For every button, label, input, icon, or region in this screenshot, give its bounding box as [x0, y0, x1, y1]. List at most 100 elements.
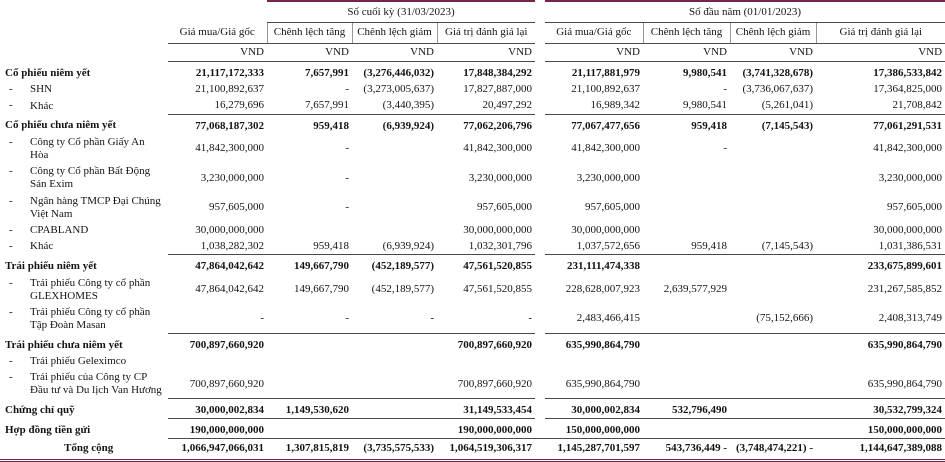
row-label: Tổng cộng	[0, 438, 168, 462]
value-cell	[730, 333, 816, 353]
value-cell	[730, 134, 816, 163]
value-cell: 77,061,291,531	[873, 119, 943, 132]
value-cell: (3,735,575,533)	[352, 438, 437, 462]
unit-row: VND VND VND VND VND VND VND VND	[0, 43, 945, 63]
table-row: Cổ phiếu niêm yết 21,117,172,333 7,657,991…	[0, 62, 945, 82]
value-cell	[730, 369, 817, 400]
value-cell: 532,796,490	[643, 398, 731, 420]
pre-group-blank	[168, 1, 267, 23]
col-header-decrease-opening: Chênh lệch giảm	[729, 22, 817, 45]
col-header-revalued-opening: Giá trị đánh giá lại	[815, 22, 945, 45]
value-cell: 150,000,000,000	[545, 418, 644, 440]
col-header-cost-opening: Giá mua/Giá gốc	[545, 22, 644, 45]
row-label-text: Trái phiếu chưa niêm yết	[5, 338, 123, 351]
table-row: - Trái phiếu Geleximco	[0, 353, 945, 369]
value-cell: -	[345, 83, 349, 96]
row-label: - Trái phiếu Geleximco	[0, 353, 168, 369]
value-cell: 7,657,991	[305, 67, 349, 80]
table-row: Cổ phiếu chưa niêm yết 77,068,187,302 959,…	[0, 114, 945, 134]
row-label: Chứng chỉ quỹ	[0, 399, 168, 419]
value-cell: 635,990,864,790	[565, 338, 641, 351]
value-cell: 959,418	[691, 119, 728, 132]
row-label: Trái phiếu niêm yết	[0, 255, 168, 275]
sub-item-dash: -	[9, 305, 13, 318]
value-cell: 190,000,000,000	[168, 418, 267, 440]
group-gap	[535, 353, 545, 369]
value-cell: 1,149,530,620	[267, 398, 352, 420]
value-cell: 9,980,541	[643, 97, 731, 115]
row-label: - Công ty Cổ phần Giấy An Hòa	[0, 134, 168, 163]
value-cell: 9,980,541	[683, 67, 728, 80]
value-cell	[168, 353, 267, 369]
table-row: - Khác 1,038,282,302 959,418 (6,939,924) 1,03…	[0, 238, 945, 256]
value-cell	[267, 222, 352, 238]
col-header-increase-opening: Chênh lệch tăng	[642, 22, 731, 45]
value-cell: (75,152,666)	[730, 303, 817, 334]
value-cell: 30,000,002,834	[545, 398, 644, 420]
sub-item-dash: -	[9, 194, 13, 207]
sub-item-dash: -	[9, 223, 13, 236]
value-cell: 47,561,520,855	[463, 260, 533, 273]
value-cell: 41,842,300,000	[195, 142, 264, 155]
value-cell: (7,145,543)	[761, 119, 814, 132]
group-gap	[535, 399, 545, 419]
col-header-cost-closing: Giá mua/Giá gốc	[168, 22, 267, 45]
row-label-text: Trái phiếu của Công ty CP Đầu tư và Du l…	[30, 371, 162, 397]
value-cell	[730, 222, 816, 238]
unit-label: VND	[267, 43, 352, 63]
value-cell	[267, 353, 352, 369]
value-cell: 2,639,577,929	[663, 283, 728, 296]
value-cell: (3,273,005,637)	[363, 83, 434, 96]
group-gap	[535, 333, 545, 353]
sub-item-dash: -	[9, 83, 13, 96]
group-gap	[535, 114, 545, 134]
value-cell: 17,848,384,292	[463, 67, 533, 80]
value-cell	[643, 369, 731, 400]
value-cell	[643, 303, 731, 334]
value-cell: 228,628,007,923	[565, 283, 641, 296]
value-cell	[352, 134, 437, 163]
value-cell: 21,100,892,637	[195, 83, 264, 96]
value-cell: (5,261,041)	[730, 97, 817, 115]
row-label-text: Cổ phiếu niêm yết	[5, 66, 91, 79]
value-cell: 47,864,042,642	[195, 283, 264, 296]
value-cell: 3,230,000,000	[468, 171, 533, 184]
value-cell: 150,000,000,000	[816, 418, 945, 440]
value-cell: 7,657,991	[267, 97, 352, 115]
value-cell: 2,408,313,749	[816, 303, 945, 334]
value-cell: 41,842,300,000	[463, 142, 533, 155]
value-cell: 1,145,287,701,597	[545, 438, 644, 462]
group-gap-header	[535, 1, 545, 23]
value-cell: 21,117,172,333	[195, 67, 264, 80]
table-row: - Trái phiếu Công ty cổ phần Tập Đoàn Mas…	[0, 303, 945, 334]
column-header-row: Giá mua/Giá gốc Chênh lệch tăng Chênh lệ…	[0, 22, 945, 45]
value-cell: -	[267, 303, 352, 334]
table-body: Cổ phiếu niêm yết 21,117,172,333 7,657,991…	[0, 62, 945, 462]
value-cell: 30,000,000,000	[571, 223, 641, 236]
value-cell: 47,864,042,642	[195, 260, 264, 273]
group-gap	[535, 275, 545, 304]
sub-item-dash: -	[9, 371, 13, 384]
value-cell: 21,117,881,979	[571, 67, 641, 80]
group-gap	[535, 419, 545, 439]
value-cell: 77,067,477,656	[571, 119, 641, 132]
table-row: - SHN 21,100,892,637 - (3,273,005,637) 17,827…	[0, 81, 945, 97]
value-cell: 30,000,002,834	[168, 398, 267, 420]
row-label-text: Ngân hàng TMCP Đại Chúng Việt Nam	[30, 194, 161, 220]
sub-item-dash: -	[9, 99, 13, 112]
value-cell	[352, 333, 437, 353]
value-cell: 543,736,449 -	[643, 438, 731, 462]
value-cell: 30,532,799,324	[816, 398, 945, 420]
value-cell	[352, 222, 437, 238]
value-cell: 233,675,899,601	[867, 260, 943, 273]
value-cell: 1,032,301,796	[437, 238, 536, 256]
value-cell: (3,276,446,032)	[363, 67, 434, 80]
value-cell: 149,667,790	[294, 260, 349, 273]
table-row: - Trái phiếu của Công ty CP Đầu tư và Du …	[0, 369, 945, 400]
row-label: - SHN	[0, 81, 168, 97]
row-label: Hợp đồng tiền gửi	[0, 419, 168, 439]
row-label-text: Khác	[30, 240, 54, 253]
label-column-header	[0, 23, 168, 44]
group-gap	[535, 438, 546, 462]
